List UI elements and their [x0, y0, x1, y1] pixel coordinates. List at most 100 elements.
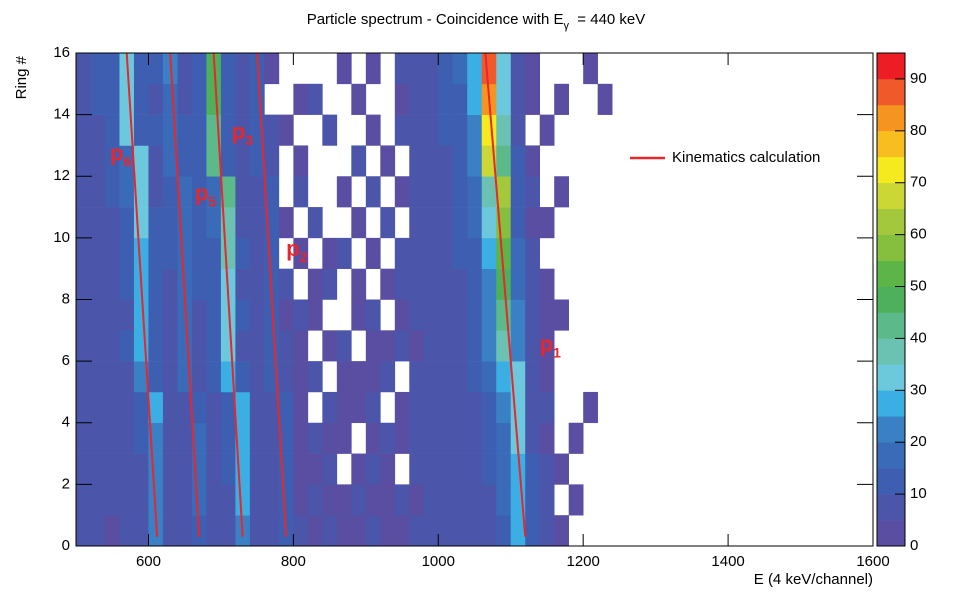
heat-cell: [249, 391, 265, 424]
z-tick-label: 80: [910, 122, 927, 139]
heat-cell: [438, 484, 454, 516]
heat-cell: [452, 484, 468, 516]
heat-cell: [583, 300, 598, 331]
heat-cell: [554, 145, 569, 176]
heat-cell: [148, 145, 164, 177]
heat-cell: [307, 453, 323, 485]
heat-cell: [148, 299, 164, 331]
heat-cell: [423, 114, 439, 146]
heat-cell: [409, 176, 425, 208]
heat-cell: [177, 145, 193, 177]
heat-cell: [598, 330, 613, 361]
heat-cell: [423, 237, 439, 269]
heat-cell: [351, 145, 367, 177]
heat-cell: [365, 299, 381, 331]
heat-cell: [278, 268, 294, 300]
heat-cell: [583, 454, 598, 485]
heat-cell: [191, 361, 207, 393]
peak-label: p: [540, 332, 553, 357]
heat-cell: [438, 299, 454, 331]
heat-cell: [278, 330, 294, 362]
heat-cell: [322, 515, 338, 547]
heat-cell: [148, 453, 164, 485]
heat-cell: [307, 422, 323, 454]
heat-cell: [380, 176, 395, 207]
heat-cell: [409, 83, 425, 115]
z-tick-label: 40: [910, 329, 927, 346]
heat-cell: [409, 268, 425, 300]
heat-cell: [423, 176, 439, 208]
heat-cell: [206, 176, 222, 208]
heat-cell: [510, 422, 526, 454]
heat-cell: [336, 422, 352, 454]
heat-cell: [351, 238, 366, 269]
heat-cell: [206, 207, 222, 239]
heat-cell: [598, 53, 613, 84]
heat-cell: [539, 484, 555, 516]
heat-cell: [612, 176, 627, 207]
heat-cell: [162, 268, 178, 300]
heat-cell: [322, 237, 338, 269]
heat-cell: [307, 207, 323, 239]
heat-cell: [554, 238, 569, 269]
heat-cell: [206, 515, 222, 547]
heat-cell: [366, 84, 381, 115]
heat-cell: [133, 145, 149, 177]
heat-cell: [119, 453, 135, 485]
heat-cell: [351, 299, 367, 331]
heat-cell: [191, 83, 207, 115]
heat-cell: [423, 361, 439, 393]
heat-cell: [467, 453, 483, 485]
heat-cell: [162, 515, 178, 547]
heat-cell: [380, 115, 395, 146]
heat-cell: [467, 83, 483, 115]
heat-cell: [104, 207, 120, 239]
heat-cell: [279, 176, 294, 207]
colorbar-band: [877, 53, 905, 80]
heat-cell: [597, 83, 613, 115]
colorbar-band: [877, 494, 905, 521]
heat-cell: [395, 145, 410, 176]
heat-cell: [235, 361, 251, 393]
heat-cell: [206, 299, 222, 331]
heat-cell: [568, 484, 584, 516]
kinematics-line: [212, 52, 244, 537]
heat-cell: [278, 114, 294, 146]
heat-cell: [133, 176, 149, 208]
heat-cell: [467, 237, 483, 269]
heat-cell: [438, 268, 454, 300]
heat-cell: [583, 176, 598, 207]
colorbar-frame: [876, 52, 906, 547]
heat-cell: [206, 484, 222, 516]
heat-cell: [380, 53, 395, 84]
heat-cell: [133, 53, 149, 85]
heat-cell: [264, 53, 280, 85]
heat-cell: [554, 176, 569, 208]
colorbar-band: [877, 364, 905, 391]
heat-cell: [293, 391, 309, 424]
heat-cell: [264, 84, 279, 115]
heat-cell: [423, 391, 439, 424]
heat-cell: [423, 53, 439, 85]
colorbar-band: [877, 104, 905, 132]
heat-cell: [438, 145, 454, 177]
heat-cell: [249, 453, 265, 485]
heat-cell: [76, 391, 91, 424]
heat-cell: [481, 515, 497, 547]
heat-cell: [467, 176, 483, 208]
heat-cell: [452, 53, 468, 85]
heat-cell: [220, 453, 236, 485]
heat-cell: [162, 453, 178, 485]
heat-cell: [249, 237, 265, 269]
heat-cell: [365, 330, 381, 362]
heat-cell: [307, 361, 323, 393]
heat-cell: [380, 145, 396, 177]
heat-cell: [90, 53, 106, 85]
peak-subscript: 1: [553, 344, 561, 360]
heat-cell: [133, 237, 149, 269]
heat-cell: [539, 207, 555, 239]
heat-cell: [264, 145, 280, 177]
legend-label: Kinematics calculation: [672, 149, 820, 166]
heat-cell: [249, 207, 265, 239]
heat-cell: [394, 484, 410, 516]
